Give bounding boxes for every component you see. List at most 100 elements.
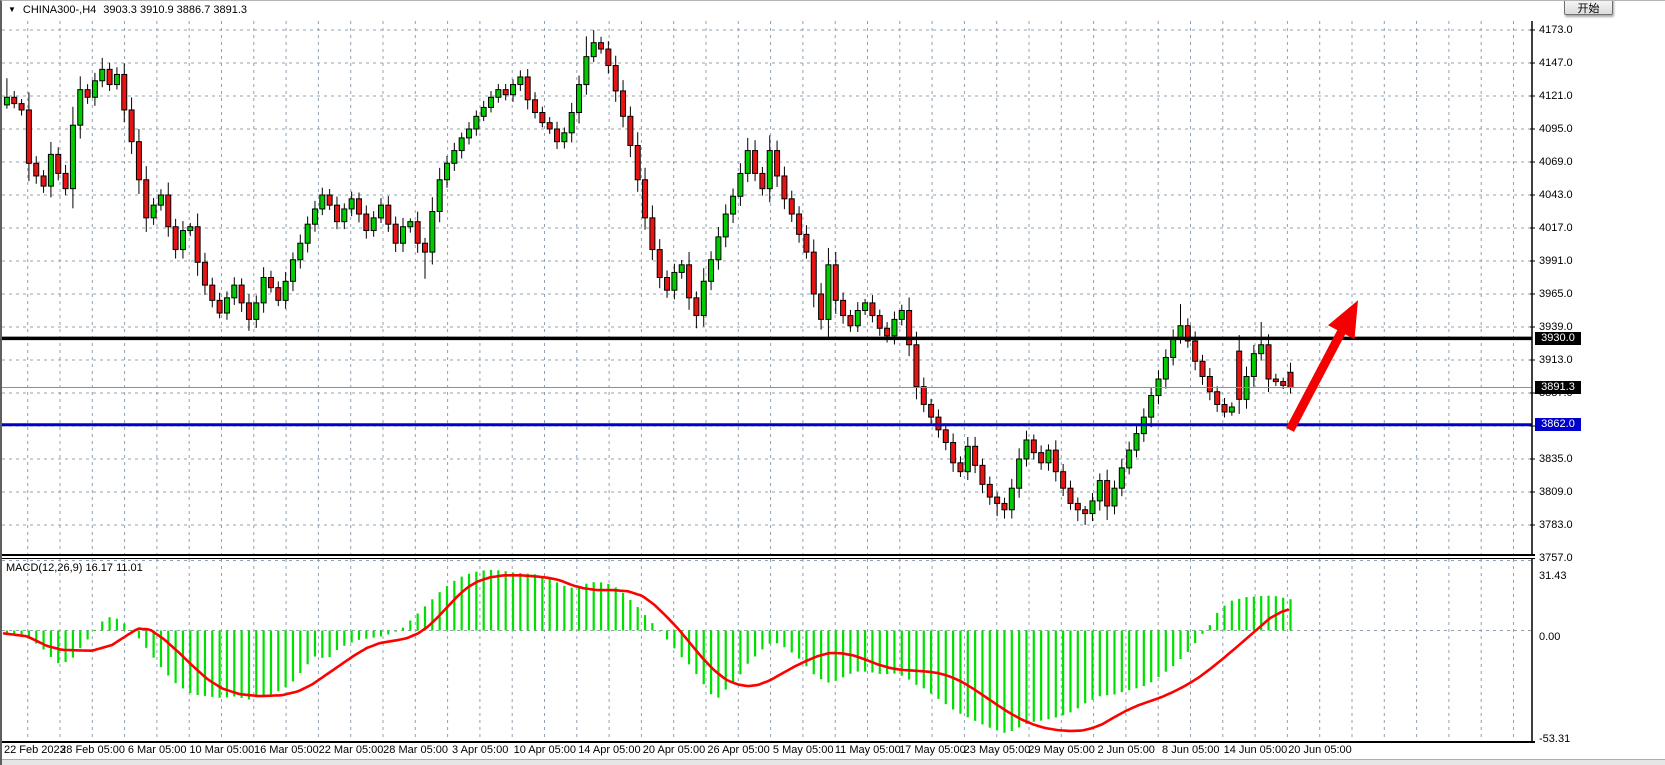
macd-bar	[599, 582, 603, 631]
macd-bar	[636, 607, 639, 631]
macd-bar	[1282, 597, 1285, 631]
candle	[612, 55, 619, 102]
macd-bar	[467, 573, 471, 631]
candle	[319, 187, 326, 216]
macd-bar	[563, 585, 566, 631]
candle	[546, 117, 553, 134]
candle	[1016, 448, 1023, 498]
macd-params: MACD(12,26,9)	[6, 562, 83, 574]
time-tick-label: 6 Mar 05:00	[127, 744, 187, 756]
macd-bar	[475, 571, 478, 631]
candle	[451, 142, 458, 171]
candle	[1148, 387, 1155, 428]
macd-bar	[416, 613, 419, 631]
candle	[825, 247, 832, 338]
candle	[194, 213, 201, 276]
candle	[377, 198, 384, 223]
candle	[1060, 463, 1067, 496]
macd-bar	[313, 630, 317, 657]
macd-bar	[702, 630, 705, 685]
candle	[942, 423, 949, 451]
candle	[69, 106, 76, 209]
time-tick-label: 10 Apr 05:00	[513, 744, 576, 756]
macd-bar	[1120, 630, 1123, 693]
candle	[1272, 373, 1279, 386]
price-axis[interactable]: 4173.0 4147.0 4121.0 4095.0 4069.0 4043.0 4017…	[1535, 21, 1595, 746]
macd-bar	[878, 630, 881, 674]
macd-bar	[1164, 630, 1167, 672]
macd-signal-value: 11.01	[116, 562, 143, 574]
candle	[414, 211, 421, 253]
macd-bar	[1069, 630, 1072, 713]
candle	[128, 97, 135, 154]
candle	[157, 189, 164, 211]
candle	[1038, 445, 1045, 470]
macd-bar	[1040, 630, 1043, 721]
macd-bar	[1208, 625, 1211, 631]
candle	[1067, 480, 1074, 510]
macd-panel[interactable]: MACD(12,26,9) 16.17 11.01	[2, 559, 1535, 743]
panel-separator-line[interactable]	[2, 554, 1535, 556]
start-button[interactable]: 开始	[1564, 1, 1613, 15]
macd-tick-label: -53.31	[1539, 733, 1571, 746]
macd-bar	[438, 592, 441, 631]
candle	[737, 163, 744, 206]
candle	[231, 277, 238, 305]
macd-bar	[519, 573, 522, 631]
macd-bar	[123, 623, 126, 631]
macd-bar	[86, 630, 89, 640]
candlestick-chart	[2, 21, 1535, 554]
time-tick-label: 14 Jun 05:00	[1223, 744, 1288, 756]
macd-bar	[944, 630, 947, 705]
candle	[253, 295, 260, 328]
candle	[1104, 469, 1111, 520]
candle	[598, 36, 605, 54]
candle	[620, 80, 627, 128]
macd-bar	[42, 630, 45, 650]
candle	[708, 251, 715, 291]
main-chart-canvas[interactable]	[2, 21, 1535, 554]
chart-dropdown-arrow-icon[interactable]: ▼	[8, 5, 16, 14]
macd-bar	[541, 575, 544, 631]
candle	[1089, 493, 1096, 522]
macd-bar	[863, 630, 867, 672]
candle	[179, 221, 186, 259]
macd-bar	[717, 630, 720, 698]
macd-bar	[915, 630, 918, 685]
candle	[854, 302, 861, 332]
macd-bar	[1230, 600, 1233, 631]
macd-bar	[145, 630, 148, 648]
macd-bar	[724, 630, 727, 690]
macd-bar	[350, 630, 353, 643]
candle	[744, 137, 751, 183]
candle	[458, 132, 465, 159]
time-tick-label: 22 Feb 2023	[4, 744, 66, 756]
time-axis[interactable]: 22 Feb 2023 28 Feb 05:00 6 Mar 05:00 10 Mar…	[2, 744, 1535, 759]
macd-bar	[1186, 630, 1189, 652]
trend-arrow	[1286, 300, 1358, 432]
time-tick-label: 20 Jun 05:00	[1288, 744, 1352, 756]
macd-bar	[1010, 630, 1013, 731]
candle	[1265, 334, 1272, 393]
candle	[488, 91, 495, 113]
macd-bar	[797, 630, 801, 659]
candle	[187, 223, 194, 237]
time-tick-label: 28 Feb 05:00	[60, 744, 126, 756]
macd-bar	[357, 630, 361, 640]
candle	[1184, 318, 1191, 348]
macd-bar	[988, 630, 991, 728]
candle	[260, 267, 267, 313]
macd-bar	[709, 630, 713, 695]
candle	[91, 72, 98, 106]
macd-main-value: 16.17	[85, 562, 114, 574]
macd-bar	[680, 630, 683, 658]
candle	[55, 147, 62, 181]
candle	[950, 433, 957, 472]
candle	[532, 92, 539, 119]
price-tick-label: 3965.0	[1539, 288, 1573, 300]
macd-bar	[1091, 630, 1094, 700]
price-tick-label: 4069.0	[1539, 156, 1573, 168]
macd-bar	[423, 606, 427, 631]
candle	[444, 155, 450, 188]
macd-bar	[1157, 630, 1160, 677]
